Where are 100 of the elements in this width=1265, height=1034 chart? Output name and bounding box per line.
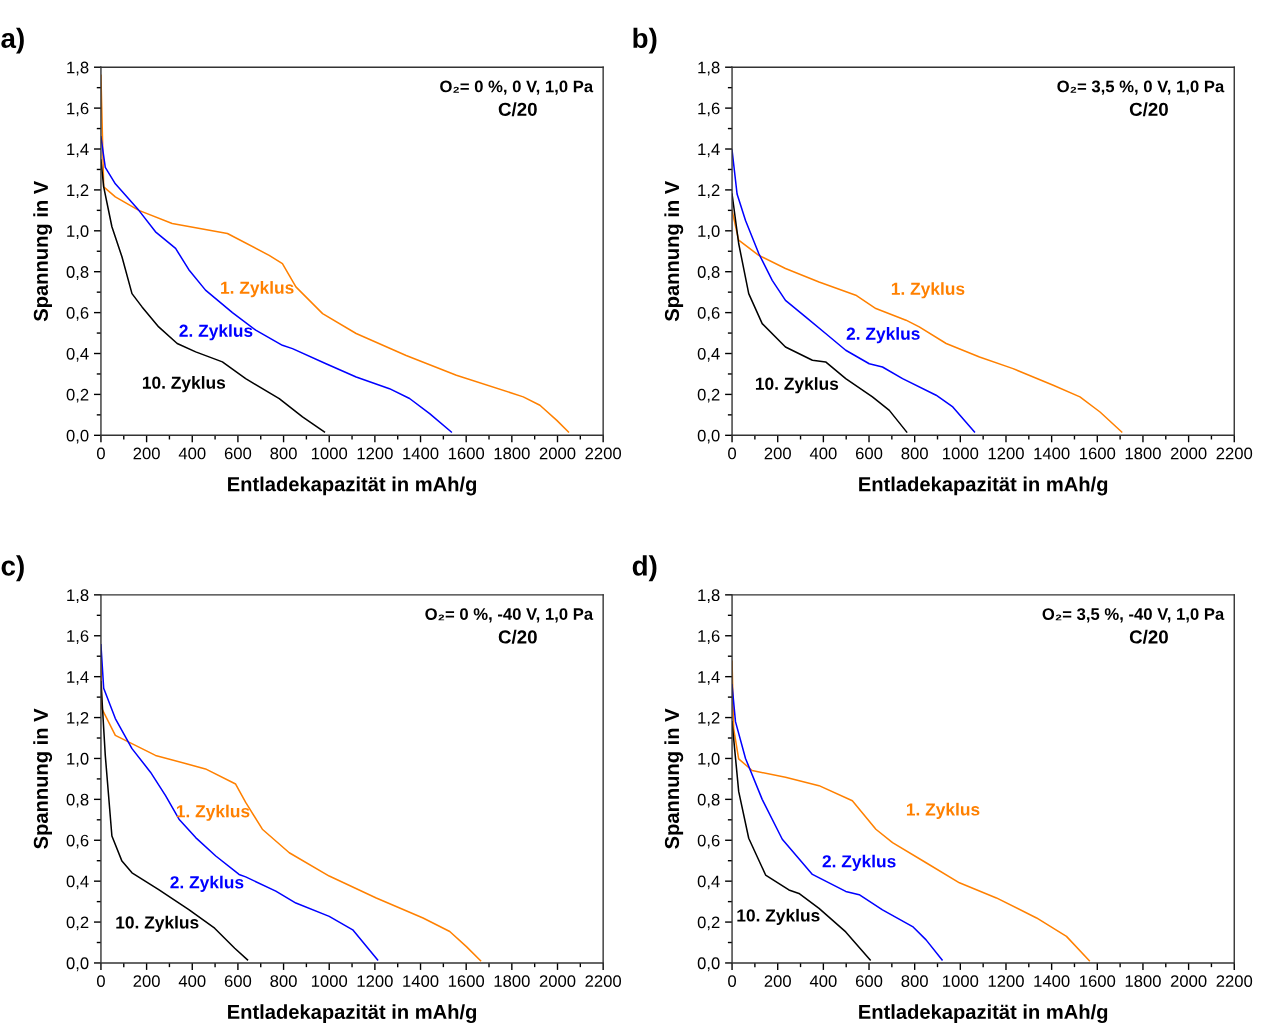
y-tick-label: 0,6	[66, 307, 89, 321]
x-tick-label: 1600	[448, 447, 485, 460]
chart-title: c)	[1, 555, 24, 582]
x-tick-label: 400	[178, 975, 206, 988]
x-tick-label: 400	[178, 447, 206, 460]
series-label: 10. Zyklus	[116, 915, 199, 933]
x-tick-label: 400	[809, 975, 837, 988]
y-tick-label: 0,4	[66, 875, 89, 890]
y-tick-label: 1,2	[698, 184, 720, 199]
x-axis-title: Entladekapazität in mAh/g	[228, 1004, 477, 1024]
y-tick-label: 1,6	[698, 102, 720, 117]
x-tick-label: 1600	[448, 975, 485, 988]
y-tick-label: 1,8	[698, 589, 720, 604]
x-tick-label: 1400	[1034, 447, 1070, 460]
x-tick-label: 0	[96, 447, 105, 460]
y-tick-label: 1,0	[67, 752, 89, 767]
y-tick-label: 1,4	[67, 143, 89, 158]
x-tick-label: 1800	[1125, 975, 1161, 988]
x-tick-label: 800	[270, 447, 297, 460]
y-tick-label: 0,4	[697, 347, 720, 362]
y-tick-label: 1,0	[698, 752, 720, 767]
x-tick-label: 1000	[943, 447, 979, 460]
x-tick-label: 1600	[1080, 447, 1116, 460]
x-tick-label: 1000	[311, 447, 348, 460]
y-axis-title: Spannung in V	[33, 180, 53, 322]
y-tick-label: 0,6	[66, 834, 89, 849]
series-label: 1. Zyklus	[906, 802, 980, 820]
y-tick-label: 1,2	[698, 711, 720, 726]
x-tick-label: 2000	[1170, 447, 1207, 460]
y-tick-label: 0,4	[697, 875, 720, 890]
y-tick-label: 1,2	[67, 184, 89, 199]
x-tick-label: 400	[809, 447, 837, 460]
series-label: 10. Zyklus	[142, 376, 226, 393]
x-tick-label: 1400	[403, 975, 439, 988]
x-tick-label: 200	[133, 447, 160, 460]
x-tick-label: 2000	[1170, 975, 1207, 988]
x-tick-label: 200	[764, 975, 791, 988]
x-tick-label: 600	[224, 447, 252, 460]
x-tick-label: 1800	[494, 975, 530, 988]
annotation: C/20	[1129, 629, 1168, 644]
x-tick-label: 0	[728, 447, 737, 460]
y-axis-title: Spannung in V	[664, 708, 684, 849]
series-label: 2. Zyklus	[179, 324, 253, 341]
x-tick-label: 2200	[1216, 447, 1253, 460]
x-axis-title: Entladekapazität in mAh/g	[859, 1004, 1108, 1024]
y-tick-label: 0,0	[697, 957, 720, 972]
y-tick-label: 0,2	[66, 916, 89, 931]
y-tick-label: 0,2	[697, 388, 720, 403]
x-tick-label: 2000	[539, 975, 576, 988]
y-tick-label: 1,4	[698, 143, 720, 158]
x-tick-label: 1000	[943, 975, 979, 988]
x-tick-label: 1200	[988, 975, 1024, 988]
y-tick-label: 1,6	[67, 630, 89, 644]
chart-title: a)	[1, 27, 24, 54]
series-label: 1. Zyklus	[176, 804, 250, 821]
series-label: 10. Zyklus	[755, 377, 839, 394]
x-tick-label: 800	[901, 447, 928, 460]
y-tick-label: 0,0	[697, 429, 720, 444]
y-tick-label: 0,8	[66, 793, 89, 808]
x-tick-label: 1400	[403, 447, 439, 460]
x-axis-title: Entladekapazität in mAh/g	[859, 476, 1108, 496]
x-tick-label: 1000	[311, 975, 348, 988]
series-label: 1. Zyklus	[221, 281, 294, 298]
y-tick-label: 1,8	[67, 589, 89, 604]
annotation: C/20	[498, 629, 537, 644]
x-tick-label: 1600	[1080, 975, 1116, 988]
series-label: 1. Zyklus	[891, 282, 965, 299]
x-tick-label: 200	[133, 975, 160, 988]
x-tick-label: 600	[224, 975, 252, 988]
annotation: C/20	[1129, 102, 1168, 117]
y-tick-label: 0,8	[697, 793, 720, 808]
x-tick-label: 2200	[1216, 975, 1253, 988]
y-tick-label: 0,6	[697, 834, 720, 849]
x-axis-title: Entladekapazität in mAh/g	[228, 476, 477, 496]
x-tick-label: 1200	[357, 447, 393, 460]
y-tick-label: 0,2	[66, 388, 89, 403]
annotation: O₂= 3,5 %, -40 V, 1,0 Pa	[1042, 608, 1225, 623]
y-tick-label: 1,6	[67, 102, 89, 117]
x-tick-label: 0	[728, 975, 737, 988]
y-tick-label: 1,0	[698, 225, 720, 239]
x-tick-label: 1200	[357, 975, 393, 988]
y-tick-label: 1,2	[67, 711, 89, 726]
y-tick-label: 0,8	[697, 266, 720, 280]
annotation: O₂= 3,5 %, 0 V, 1,0 Pa	[1057, 80, 1225, 95]
x-tick-label: 1200	[988, 447, 1024, 460]
chart-title: b)	[633, 27, 657, 54]
x-tick-label: 1800	[1125, 447, 1161, 460]
x-tick-label: 0	[96, 975, 105, 988]
y-tick-label: 0,0	[66, 429, 89, 444]
chart-title: d)	[632, 555, 657, 582]
annotation: O₂= 0 %, 0 V, 1,0 Pa	[440, 80, 594, 95]
y-tick-label: 1,0	[67, 225, 89, 239]
series-label: 2. Zyklus	[170, 875, 244, 892]
x-tick-label: 800	[270, 975, 297, 988]
x-tick-label: 2200	[585, 447, 622, 460]
x-tick-label: 800	[901, 975, 928, 988]
x-tick-label: 600	[855, 975, 883, 988]
y-tick-label: 0,2	[697, 916, 720, 931]
x-tick-label: 2200	[585, 975, 622, 988]
series-label: 10. Zyklus	[737, 908, 820, 926]
